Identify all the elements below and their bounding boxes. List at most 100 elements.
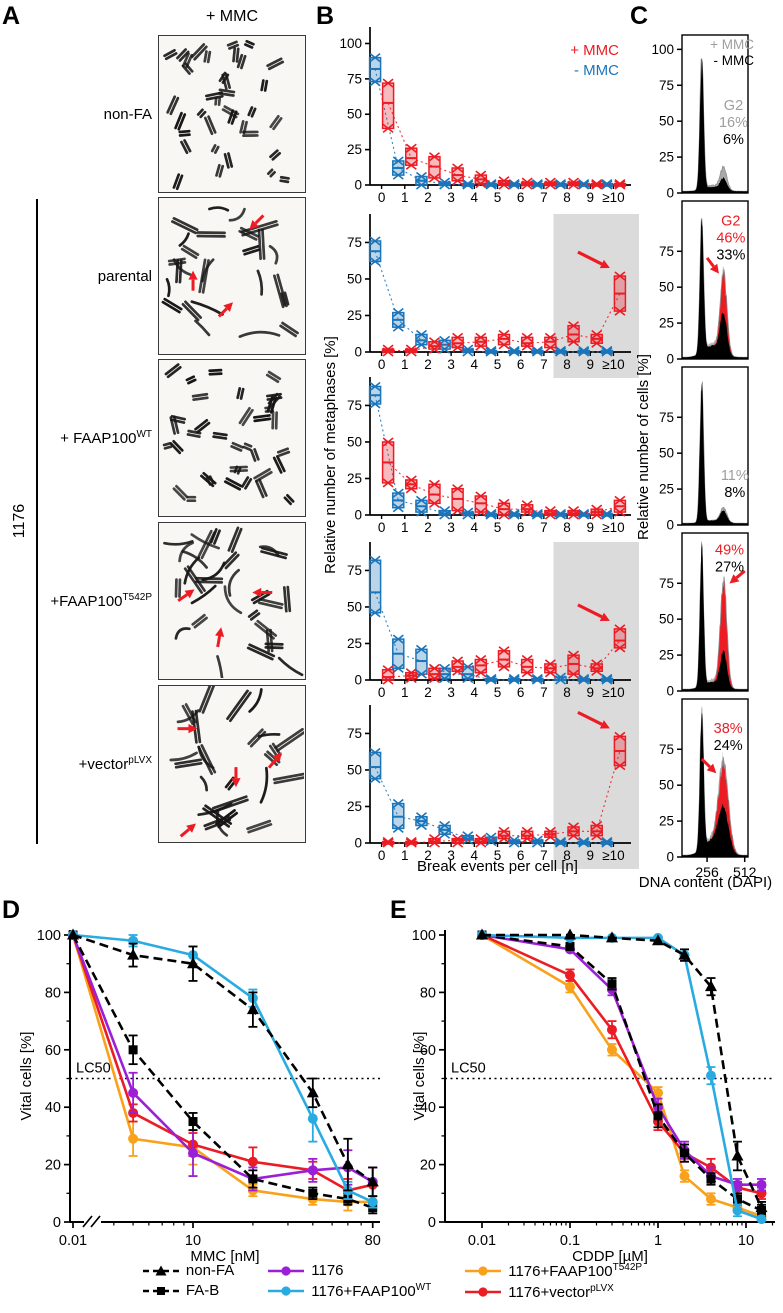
svg-text:256: 256: [695, 864, 719, 880]
svg-text:50: 50: [347, 434, 362, 449]
panel-c-histogram-5: 0 25 50 75 38%24% 256 512: [659, 698, 757, 880]
panel-a-mmc-title: + MMC: [206, 8, 258, 25]
svg-text:46%: 46%: [716, 231, 745, 247]
svg-text:0: 0: [666, 850, 674, 865]
legend-marker-icon: [465, 1287, 502, 1297]
svg-text:50: 50: [659, 612, 674, 627]
panel-b-y-axis-label: Relative number of metaphases [%]: [322, 336, 339, 574]
svg-text:5: 5: [494, 520, 502, 535]
svg-text:7: 7: [540, 190, 548, 205]
svg-text:7: 7: [540, 685, 548, 700]
svg-text:10: 10: [738, 1233, 754, 1249]
svg-text:0: 0: [666, 352, 674, 367]
panel-a-letter: A: [2, 2, 21, 30]
svg-text:6: 6: [517, 190, 525, 205]
svg-text:G2: G2: [721, 214, 740, 230]
svg-text:7: 7: [540, 520, 548, 535]
svg-text:9: 9: [586, 848, 594, 863]
svg-text:2: 2: [424, 685, 432, 700]
svg-text:49%: 49%: [715, 542, 744, 558]
panel-c-letter: C: [630, 2, 649, 30]
svg-text:25: 25: [659, 150, 674, 165]
svg-text:4: 4: [471, 848, 479, 863]
svg-text:25: 25: [347, 471, 362, 486]
svg-text:0: 0: [354, 836, 362, 851]
svg-text:8: 8: [563, 357, 571, 372]
legend-marker-icon: [465, 1266, 502, 1276]
svg-text:1: 1: [401, 848, 409, 863]
svg-text:3: 3: [447, 685, 455, 700]
svg-text:16%: 16%: [719, 115, 748, 131]
svg-text:25: 25: [347, 308, 362, 323]
svg-text:+ MMC: + MMC: [710, 37, 754, 52]
svg-text:25: 25: [659, 648, 674, 663]
legend-entry-fa-b: FA-B: [141, 1282, 234, 1299]
svg-text:2: 2: [424, 190, 432, 205]
metaphase-spread-image-4: [158, 522, 306, 681]
panel-a-row-label-5: +vectorpLVX: [78, 755, 152, 773]
svg-text:512: 512: [733, 864, 757, 880]
series-non-fa: [476, 928, 768, 1215]
svg-text:50: 50: [659, 446, 674, 461]
svg-text:40: 40: [45, 1100, 61, 1116]
legend-entry-1176-faap100t542p: 1176+FAAP100T542P: [463, 1262, 642, 1280]
svg-text:0.1: 0.1: [560, 1233, 580, 1249]
svg-text:2: 2: [424, 848, 432, 863]
panel-d-x-axis-label: MMC [nM]: [190, 1248, 260, 1265]
legend-entry-1176-faap100wt: 1176+FAAP100WT: [266, 1282, 431, 1300]
legend-marker-icon: [142, 1265, 179, 1275]
series-fa-b: [68, 930, 378, 1215]
legend-entry-1176-vectorplvx: 1176+vectorpLVX: [463, 1283, 642, 1301]
panel-d-letter: D: [2, 896, 21, 924]
chromosome-art: [161, 206, 299, 338]
svg-text:75: 75: [347, 398, 362, 413]
svg-text:25: 25: [347, 636, 362, 651]
panel-c-y-axis-label: Relative number of cells [%]: [635, 354, 652, 540]
panel-d: 0 20 40 60 80 100 0.01 10 80 LC50: [37, 928, 381, 1249]
svg-text:8: 8: [563, 848, 571, 863]
svg-text:75: 75: [659, 410, 674, 425]
series-1176-vectorplvx: [68, 930, 378, 1203]
svg-text:75: 75: [347, 235, 362, 250]
metaphase-spread-image-1: [158, 35, 306, 193]
panel-e: 0 20 40 60 80 100 0.01 0.1 1 10 LC50: [412, 928, 775, 1249]
svg-text:50: 50: [347, 107, 362, 122]
svg-text:0: 0: [53, 1215, 61, 1231]
svg-text:100: 100: [651, 42, 674, 57]
panel-c-x-axis-label: DNA content (DAPI): [638, 874, 773, 891]
metaphase-spread-image-3: [158, 359, 306, 517]
svg-text:27%: 27%: [715, 559, 744, 575]
svg-text:≥10: ≥10: [602, 520, 624, 535]
panel-b-letter: B: [316, 2, 335, 30]
svg-text:38%: 38%: [714, 721, 743, 737]
svg-text:20: 20: [420, 1158, 436, 1174]
svg-text:8: 8: [563, 190, 571, 205]
svg-text:5: 5: [494, 190, 502, 205]
svg-text:25: 25: [659, 482, 674, 497]
svg-text:50: 50: [347, 271, 362, 286]
panel-a-group-bracket: [36, 199, 38, 844]
svg-text:3: 3: [447, 520, 455, 535]
panel-c-histogram-4: 0 25 50 75 49%27%: [659, 532, 749, 699]
panel-a-row-label-4: +FAAP100T542P: [50, 592, 152, 610]
svg-text:25: 25: [347, 799, 362, 814]
svg-text:4: 4: [471, 357, 479, 372]
svg-text:100: 100: [37, 928, 61, 944]
metaphase-spread-image-2: [158, 197, 306, 355]
chromosome-art: [163, 39, 290, 191]
panel-a-row-label-2: parental: [97, 267, 152, 285]
svg-text:LC50: LC50: [76, 1061, 111, 1077]
svg-text:0: 0: [354, 508, 362, 523]
series-fa-b: [477, 930, 766, 1218]
panel-d-y-axis-label: Vital cells [%]: [18, 1031, 35, 1121]
svg-text:5: 5: [494, 357, 502, 372]
svg-text:3: 3: [447, 190, 455, 205]
svg-text:80: 80: [45, 985, 61, 1001]
svg-text:1: 1: [401, 520, 409, 535]
svg-text:75: 75: [659, 742, 674, 757]
svg-text:0: 0: [378, 685, 386, 700]
svg-text:4: 4: [471, 190, 479, 205]
